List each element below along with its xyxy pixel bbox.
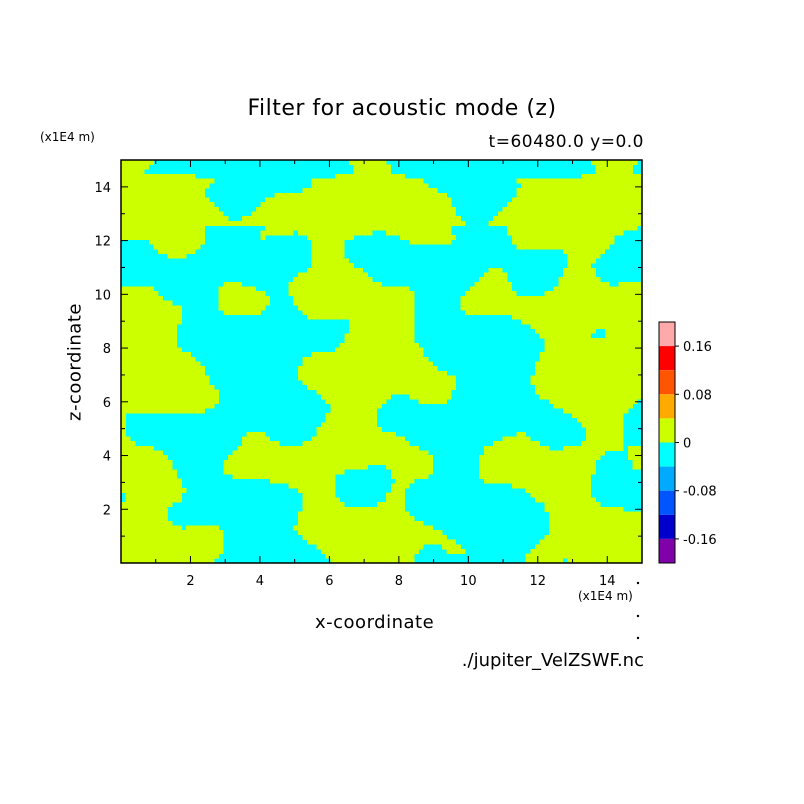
colorbar-tick-label: 0.16 (683, 340, 712, 355)
x-tick: 10 (460, 160, 477, 589)
time-annotation: t=60480.0 y=0.0 (488, 132, 644, 152)
colorbar-bin (659, 442, 675, 467)
y-tick-label: 4 (103, 450, 111, 465)
colorbar-tick-label: -0.16 (683, 533, 717, 548)
colorbar-bin (659, 490, 675, 515)
y-tick: 6 (103, 396, 642, 411)
y-tick: 2 (103, 503, 642, 518)
field-positive-region (121, 160, 643, 564)
x-tick: 6 (325, 160, 334, 589)
colorbar-bin (659, 466, 675, 491)
x-tick: 12 (530, 160, 547, 589)
y-tick: 12 (94, 235, 642, 250)
colorbar: 0.16 0.08 0 -0.08 -0.16 (658, 321, 717, 564)
colorbar-bin (659, 346, 675, 371)
plot-frame (120, 159, 643, 564)
y-tick-label: 6 (103, 396, 111, 411)
corner-dot (636, 636, 640, 640)
y-axis-multiplier: (x1E4 m) (40, 130, 95, 144)
colorbar-tick-label: 0 (683, 437, 691, 452)
source-file-label: ./jupiter_VelZSWF.nc (461, 650, 644, 671)
corner-dot (636, 614, 640, 618)
colorbar-bin (659, 538, 675, 563)
x-tick: 8 (395, 160, 403, 589)
y-tick-label: 10 (94, 288, 111, 303)
y-tick-label: 14 (94, 181, 111, 196)
colorbar-tick-label: 0.08 (683, 388, 712, 403)
corner-marks (636, 581, 640, 640)
colorbar-bin (659, 370, 675, 395)
colorbar-bin (659, 322, 675, 347)
y-tick: 8 (103, 342, 642, 357)
y-tick-label: 12 (94, 235, 111, 250)
y-tick: 14 (94, 181, 642, 196)
chart-title: Filter for acoustic mode (z) (247, 96, 557, 121)
colorbar-bin (659, 514, 675, 539)
x-tick-label: 12 (530, 574, 547, 589)
x-tick-label: 6 (325, 574, 333, 589)
x-axis-multiplier: (x1E4 m) (578, 589, 633, 603)
x-tick-label: 14 (599, 574, 616, 589)
x-tick-label: 10 (460, 574, 477, 589)
y-tick-label: 8 (103, 342, 111, 357)
y-tick: 4 (103, 450, 642, 465)
x-tick-label: 4 (256, 574, 264, 589)
colorbar-tick-label: -0.08 (683, 485, 717, 500)
plot-area (121, 160, 643, 564)
y-tick-label: 2 (103, 503, 111, 518)
axes: 2 4 6 8 10 12 14 2 4 6 8 10 12 14 (94, 159, 643, 589)
x-tick-label: 2 (186, 574, 194, 589)
x-tick: 4 (256, 160, 264, 589)
colorbar-bin (659, 418, 675, 443)
x-tick: 14 (599, 160, 616, 589)
colorbar-bin (659, 394, 675, 419)
y-tick: 10 (94, 288, 642, 303)
x-axis-label: x-coordinate (315, 612, 435, 633)
x-tick-label: 8 (395, 574, 403, 589)
x-tick: 2 (186, 160, 195, 589)
corner-dot (636, 581, 640, 585)
